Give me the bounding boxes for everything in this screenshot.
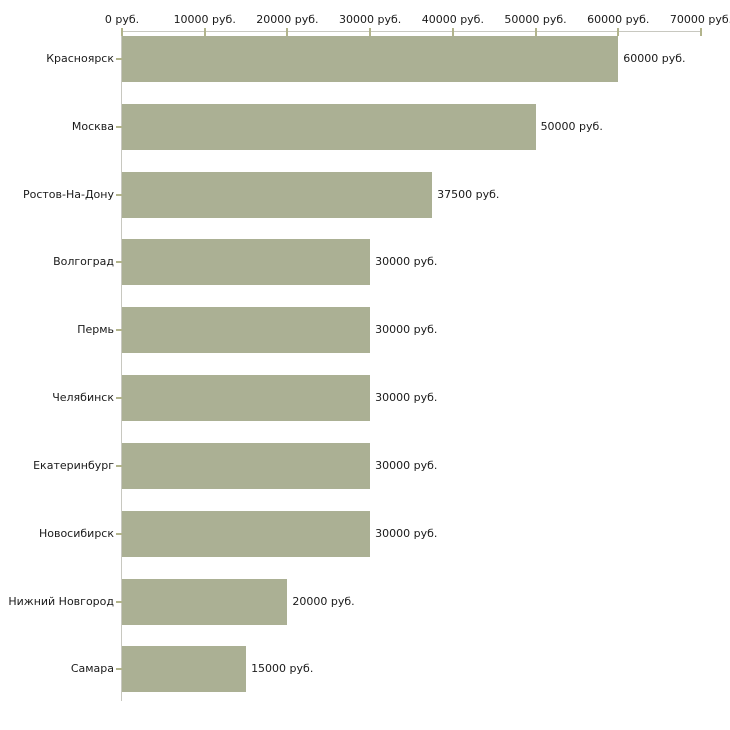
category-tick-mark bbox=[116, 193, 122, 196]
x-axis-tick-mark bbox=[534, 28, 537, 36]
y-axis-line bbox=[121, 31, 122, 701]
bar-value-label: 30000 руб. bbox=[375, 526, 438, 540]
category-label: Москва bbox=[71, 119, 114, 133]
bar bbox=[122, 103, 536, 150]
category-tick-mark bbox=[116, 464, 122, 467]
bar bbox=[122, 171, 433, 218]
category-label: Ростов-На-Дону bbox=[22, 187, 114, 201]
category-tick-mark bbox=[116, 668, 122, 671]
x-axis-tick-label: 40000 руб. bbox=[421, 13, 484, 26]
category-label: Пермь bbox=[77, 323, 114, 337]
category-label: Самара bbox=[70, 662, 114, 676]
category-tick-mark bbox=[116, 397, 122, 400]
x-axis-tick-mark bbox=[286, 28, 289, 36]
x-axis-tick-label: 50000 руб. bbox=[504, 13, 567, 26]
category-tick-mark bbox=[116, 532, 122, 535]
x-axis-tick-label: 70000 руб. bbox=[669, 13, 730, 26]
category-tick-mark bbox=[116, 329, 122, 332]
bar bbox=[122, 578, 288, 625]
bar bbox=[122, 510, 371, 557]
bar-value-label: 30000 руб. bbox=[375, 458, 438, 472]
category-label: Нижний Новгород bbox=[8, 594, 114, 608]
x-axis-tick-mark bbox=[121, 28, 123, 36]
category-label: Новосибирск bbox=[38, 526, 114, 540]
category-tick-mark bbox=[116, 261, 122, 264]
bar bbox=[122, 442, 371, 489]
category-tick-mark bbox=[116, 600, 122, 603]
bar-value-label: 60000 руб. bbox=[623, 52, 686, 65]
x-axis-tick-mark bbox=[700, 28, 702, 36]
category-tick-mark bbox=[116, 58, 122, 60]
x-axis-tick-label: 20000 руб. bbox=[256, 13, 319, 26]
bar bbox=[122, 375, 371, 422]
x-axis-tick-mark bbox=[617, 28, 620, 36]
bar-value-label: 30000 руб. bbox=[375, 323, 438, 337]
bar bbox=[122, 239, 371, 286]
category-label: Челябинск bbox=[52, 391, 114, 405]
bar-value-label: 30000 руб. bbox=[375, 391, 438, 405]
x-axis-line bbox=[122, 31, 702, 32]
category-tick-mark bbox=[116, 125, 122, 128]
x-axis-tick-mark bbox=[203, 28, 206, 36]
x-axis-tick-label: 60000 руб. bbox=[587, 13, 650, 26]
x-axis-tick-label: 30000 руб. bbox=[339, 13, 402, 26]
x-axis-tick-mark bbox=[451, 28, 454, 36]
bar-value-label: 37500 руб. bbox=[437, 187, 500, 201]
category-label: Екатеринбург bbox=[33, 458, 114, 472]
bar bbox=[122, 36, 619, 82]
bar-value-label: 15000 руб. bbox=[251, 662, 314, 676]
category-label: Красноярск bbox=[46, 52, 114, 65]
bar bbox=[122, 307, 371, 354]
bar-value-label: 20000 руб. bbox=[292, 594, 355, 608]
bar bbox=[122, 646, 247, 693]
category-label: Волгоград bbox=[53, 255, 114, 269]
x-axis-tick-mark bbox=[369, 28, 372, 36]
bar-value-label: 50000 руб. bbox=[540, 119, 603, 133]
x-axis-tick-label: 0 руб. bbox=[104, 13, 140, 26]
bar-value-label: 30000 руб. bbox=[375, 255, 438, 269]
x-axis-tick-label: 10000 руб. bbox=[173, 13, 236, 26]
